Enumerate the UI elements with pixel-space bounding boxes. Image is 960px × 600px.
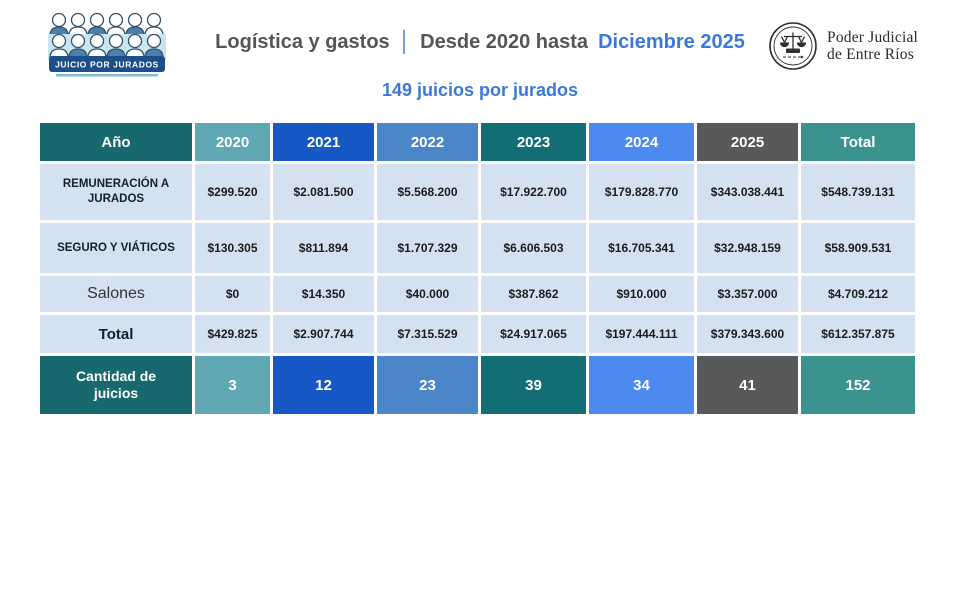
row-label: Total bbox=[40, 315, 192, 353]
col-header-ano: Año bbox=[40, 123, 192, 161]
title-highlight: Diciembre 2025 bbox=[598, 31, 745, 53]
cell-value: $14.350 bbox=[273, 276, 374, 312]
jury-logo-banner-text: JUICIO POR JURADOS bbox=[55, 60, 159, 70]
cell-value: $6.606.503 bbox=[481, 223, 586, 273]
cell-count: 34 bbox=[589, 356, 694, 414]
cell-value: $24.917.065 bbox=[481, 315, 586, 353]
cell-value: $130.305 bbox=[195, 223, 270, 273]
col-header-2020: 2020 bbox=[195, 123, 270, 161]
col-header-2021: 2021 bbox=[273, 123, 374, 161]
cell-count: 41 bbox=[697, 356, 798, 414]
row-label: REMUNERACIÓN A JURADOS bbox=[40, 164, 192, 220]
expenses-table: Año 2020 2021 2022 2023 2024 2025 Total … bbox=[37, 120, 918, 417]
row-label: Salones bbox=[40, 276, 192, 312]
row-label: Cantidad de juicios bbox=[40, 356, 192, 414]
judicial-logo-line2: de Entre Ríos bbox=[827, 46, 914, 63]
cell-value: $612.357.875 bbox=[801, 315, 915, 353]
col-header-2025: 2025 bbox=[697, 123, 798, 161]
cell-value: $5.568.200 bbox=[377, 164, 478, 220]
cell-value: $7.315.529 bbox=[377, 315, 478, 353]
title-middle: Desde 2020 hasta bbox=[420, 31, 589, 53]
cell-value: $2.907.744 bbox=[273, 315, 374, 353]
cell-value: $299.520 bbox=[195, 164, 270, 220]
expenses-table-container: Año 2020 2021 2022 2023 2024 2025 Total … bbox=[37, 120, 918, 417]
poder-judicial-logo: Poder Judicial de Entre Ríos bbox=[768, 21, 918, 71]
cell-value: $429.825 bbox=[195, 315, 270, 353]
col-header-2022: 2022 bbox=[377, 123, 478, 161]
cell-value: $17.922.700 bbox=[481, 164, 586, 220]
cell-value: $32.948.159 bbox=[697, 223, 798, 273]
header-row: Año 2020 2021 2022 2023 2024 2025 Total bbox=[40, 123, 915, 161]
judicial-logo-text: Poder Judicial de Entre Ríos bbox=[827, 29, 918, 63]
row-salones: Salones $0 $14.350 $40.000 $387.862 $910… bbox=[40, 276, 915, 312]
cell-value: $2.081.500 bbox=[273, 164, 374, 220]
cell-value: $0 bbox=[195, 276, 270, 312]
jury-people-icon: JUICIO POR JURADOS bbox=[48, 12, 166, 77]
cell-value: $16.705.341 bbox=[589, 223, 694, 273]
cell-count: 23 bbox=[377, 356, 478, 414]
cell-value: $40.000 bbox=[377, 276, 478, 312]
col-header-total: Total bbox=[801, 123, 915, 161]
cell-value: $811.894 bbox=[273, 223, 374, 273]
cell-value: $179.828.770 bbox=[589, 164, 694, 220]
judicial-seal-icon bbox=[769, 22, 817, 70]
title-left: Logística y gastos bbox=[215, 31, 390, 53]
cell-value: $379.343.600 bbox=[697, 315, 798, 353]
slide-title: Logística y gastos │ Desde 2020 hasta Dicie… bbox=[0, 31, 960, 54]
row-label: SEGURO Y VIÁTICOS bbox=[40, 223, 192, 273]
cell-value: $387.862 bbox=[481, 276, 586, 312]
row-cantidad-juicios: Cantidad de juicios 3 12 23 39 34 41 152 bbox=[40, 356, 915, 414]
slide-subtitle: 149 juicios por jurados bbox=[381, 80, 579, 100]
cell-value: $910.000 bbox=[589, 276, 694, 312]
row-remuneracion: REMUNERACIÓN A JURADOS $299.520 $2.081.5… bbox=[40, 164, 915, 220]
juicio-por-jurados-logo: JUICIO POR JURADOS bbox=[48, 8, 166, 80]
cell-count: 152 bbox=[801, 356, 915, 414]
cell-value: $1.707.329 bbox=[377, 223, 478, 273]
cell-value: $58.909.531 bbox=[801, 223, 915, 273]
cell-value: $343.038.441 bbox=[697, 164, 798, 220]
row-total: Total $429.825 $2.907.744 $7.315.529 $24… bbox=[40, 315, 915, 353]
cell-count: 3 bbox=[195, 356, 270, 414]
row-seguro-viaticos: SEGURO Y VIÁTICOS $130.305 $811.894 $1.7… bbox=[40, 223, 915, 273]
col-header-2023: 2023 bbox=[481, 123, 586, 161]
title-separator: │ bbox=[398, 31, 412, 53]
cell-value: $548.739.131 bbox=[801, 164, 915, 220]
cell-value: $4.709.212 bbox=[801, 276, 915, 312]
cell-count: 39 bbox=[481, 356, 586, 414]
cell-value: $3.357.000 bbox=[697, 276, 798, 312]
cell-value: $197.444.111 bbox=[589, 315, 694, 353]
col-header-2024: 2024 bbox=[589, 123, 694, 161]
judicial-logo-line1: Poder Judicial bbox=[827, 29, 919, 46]
cell-count: 12 bbox=[273, 356, 374, 414]
